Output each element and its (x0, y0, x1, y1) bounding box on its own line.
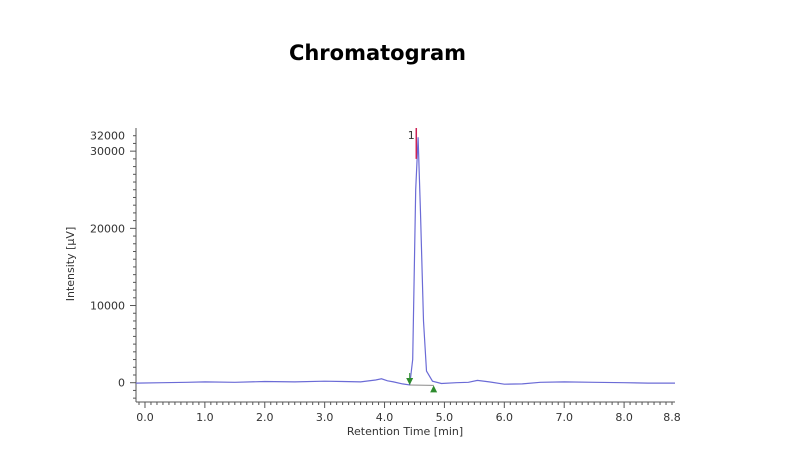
y-tick-label: 32000 (90, 130, 125, 143)
y-axis-label: Intensity [μV] (64, 227, 77, 301)
x-tick-label: 5.0 (436, 411, 454, 424)
x-tick-label: 0.0 (136, 411, 154, 424)
peak-number-label: 1 (408, 129, 415, 142)
x-tick-label: 1.0 (196, 411, 214, 424)
x-tick-label: 6.0 (496, 411, 514, 424)
x-axis-label: Retention Time [min] (347, 425, 463, 438)
y-tick-label: 0 (118, 377, 125, 390)
x-tick-label: 7.0 (555, 411, 573, 424)
x-tick-label: 8.8 (663, 411, 681, 424)
x-tick-label: 4.0 (376, 411, 394, 424)
x-tick-label: 2.0 (256, 411, 274, 424)
x-tick-label: 8.0 (615, 411, 633, 424)
x-tick-label: 3.0 (316, 411, 334, 424)
chart-title: Chromatogram (288, 41, 467, 65)
peak-start-marker (406, 378, 414, 386)
axes: 0.0 1.0 2.0 3.0 4.0 5.0 6.0 7.0 8.0 8.8 0 10000 2000… (90, 128, 681, 424)
y-tick-label: 10000 (90, 300, 125, 313)
chromatogram-trace (135, 137, 675, 386)
plot-area: 1 (135, 128, 675, 393)
y-tick-label: 20000 (90, 222, 125, 235)
y-tick-label: 30000 (90, 145, 125, 158)
peak-end-marker (430, 385, 438, 393)
